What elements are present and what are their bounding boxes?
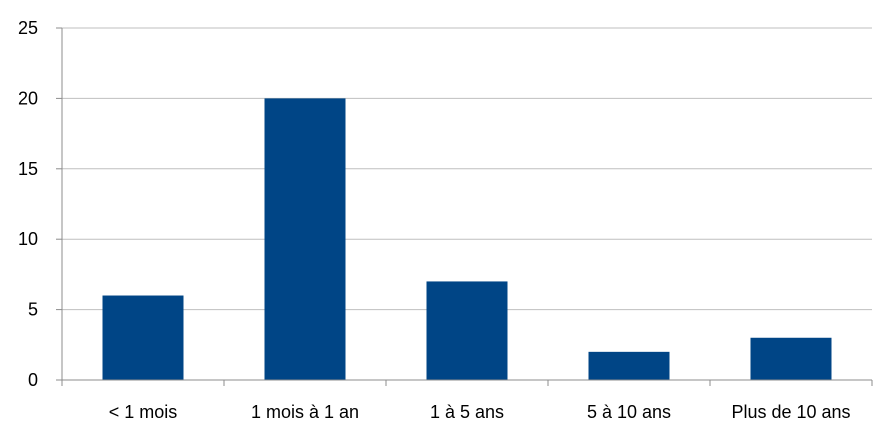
y-tick-label: 15 — [18, 159, 38, 179]
y-tick-label: 25 — [18, 18, 38, 38]
bar — [750, 337, 832, 380]
x-tick-labels: < 1 mois 1 mois à 1 an 1 à 5 ans 5 à 10 ans… — [109, 402, 851, 422]
x-tick-label: Plus de 10 ans — [731, 402, 850, 422]
axes — [56, 27, 873, 386]
y-tick-label: 20 — [18, 88, 38, 108]
y-tick-label: 10 — [18, 229, 38, 249]
bar — [264, 98, 346, 381]
x-tick-label: < 1 mois — [109, 402, 178, 422]
bar — [102, 295, 184, 380]
bars — [102, 98, 832, 381]
y-tick-label: 0 — [28, 370, 38, 390]
x-tick-label: 5 à 10 ans — [587, 402, 671, 422]
bar — [588, 351, 670, 380]
y-tick-labels: 0 5 10 15 20 25 — [18, 18, 38, 390]
x-tick-label: 1 mois à 1 an — [251, 402, 359, 422]
grid-lines — [62, 27, 872, 311]
bar — [426, 281, 508, 380]
x-tick-label: 1 à 5 ans — [430, 402, 504, 422]
y-tick-label: 5 — [28, 300, 38, 320]
